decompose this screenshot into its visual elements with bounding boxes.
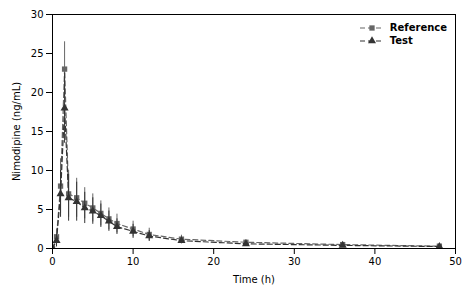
- svg-text:5: 5: [37, 204, 43, 215]
- svg-text:30: 30: [31, 9, 44, 20]
- svg-text:10: 10: [31, 165, 44, 176]
- svg-text:25: 25: [31, 48, 44, 59]
- svg-text:30: 30: [288, 256, 301, 267]
- svg-text:20: 20: [31, 87, 44, 98]
- svg-text:50: 50: [449, 256, 462, 267]
- svg-text:0: 0: [49, 256, 55, 267]
- svg-text:Nimodipine (ng/mL): Nimodipine (ng/mL): [11, 82, 22, 181]
- svg-text:15: 15: [31, 126, 44, 137]
- svg-text:20: 20: [207, 256, 220, 267]
- svg-text:10: 10: [127, 256, 140, 267]
- svg-text:40: 40: [369, 256, 382, 267]
- svg-text:0: 0: [37, 243, 43, 254]
- html-text:Reference: Reference: [389, 22, 447, 33]
- svg-text:Time (h): Time (h): [232, 274, 275, 285]
- html-text:Test: Test: [389, 35, 413, 46]
